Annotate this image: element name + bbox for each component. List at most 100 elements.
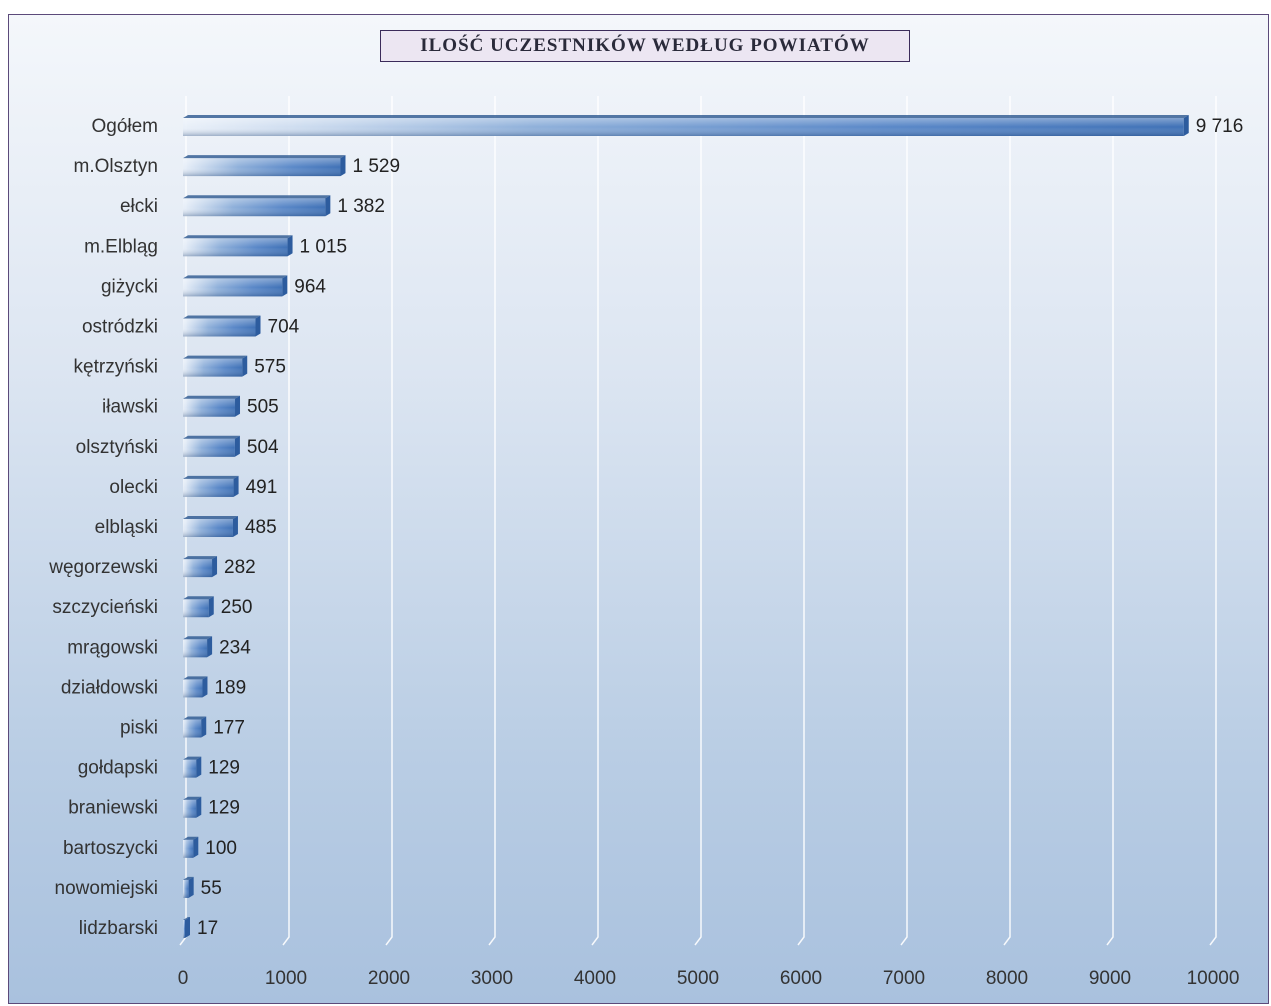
value-label: 234 xyxy=(219,637,251,658)
bar-shade xyxy=(183,118,1184,136)
bar-end-face xyxy=(233,475,239,497)
bar-end-face xyxy=(340,155,346,177)
bar-shade xyxy=(183,639,208,658)
bar-top-face xyxy=(183,596,214,600)
x-tick-label: 2000 xyxy=(368,968,410,989)
bar-end-face xyxy=(232,516,238,537)
gridline xyxy=(591,96,599,946)
category-label: iławski xyxy=(102,397,158,418)
bar-top-face xyxy=(183,516,238,519)
x-tick-label: 5000 xyxy=(677,968,719,989)
bar-end-face xyxy=(201,716,207,738)
category-label: braniewski xyxy=(68,798,158,819)
value-label: 282 xyxy=(224,557,256,578)
bar-shade xyxy=(183,719,202,738)
value-label: 485 xyxy=(245,517,277,538)
category-label: węgorzewski xyxy=(48,557,158,578)
bar-shade xyxy=(183,879,189,898)
bar-shade xyxy=(183,759,197,778)
bar-shade xyxy=(183,559,213,578)
bar-top-face xyxy=(183,917,190,920)
value-label: 100 xyxy=(205,838,237,859)
category-label: szczycieński xyxy=(52,597,158,618)
category-label: m.Elbląg xyxy=(84,236,158,257)
category-label: mrągowski xyxy=(67,637,158,658)
bar-end-face xyxy=(208,596,214,618)
category-label: Ogółem xyxy=(91,116,158,137)
category-label: ełcki xyxy=(120,196,158,217)
x-tick-label: 10000 xyxy=(1187,968,1240,989)
bar-end-face xyxy=(193,836,199,858)
bar-top-face xyxy=(183,636,213,640)
category-label: elbląski xyxy=(95,517,158,538)
bar-end-face xyxy=(1183,115,1189,136)
value-label: 250 xyxy=(221,597,253,618)
bar-end-face xyxy=(242,355,248,377)
bar-end-face xyxy=(185,917,190,938)
value-label: 504 xyxy=(247,437,279,458)
value-label: 505 xyxy=(247,397,279,418)
value-label: 55 xyxy=(201,878,222,899)
bar-top-face xyxy=(183,235,293,239)
bar-shade xyxy=(183,920,185,938)
value-label: 1 529 xyxy=(352,156,400,177)
x-tick-label: 3000 xyxy=(471,968,513,989)
value-label: 704 xyxy=(268,317,300,338)
gridline xyxy=(1003,96,1011,946)
bar-end-face xyxy=(282,275,288,297)
value-label: 189 xyxy=(214,677,246,698)
bar-top-face xyxy=(183,796,202,800)
x-tick-label: 8000 xyxy=(986,968,1028,989)
bar-end-face xyxy=(196,796,202,818)
bar-end-face xyxy=(287,235,293,257)
bar-end-face xyxy=(325,195,331,217)
bar-top-face xyxy=(183,676,208,680)
bar-top-face xyxy=(183,315,261,319)
bar-shade xyxy=(183,198,326,217)
bar-top-face xyxy=(183,836,199,840)
bar-top-face xyxy=(183,475,239,479)
grid-lines xyxy=(179,96,1217,946)
bar-top-face xyxy=(183,876,194,880)
gridline xyxy=(900,96,908,946)
category-label: lidzbarski xyxy=(79,918,158,939)
gridline xyxy=(1209,96,1217,946)
gridline xyxy=(488,96,496,946)
category-label: olecki xyxy=(109,477,158,498)
x-tick-label: 0 xyxy=(178,968,189,989)
bar-shade xyxy=(183,438,235,457)
bar-end-face xyxy=(255,315,261,337)
bar-top-face xyxy=(183,716,207,720)
gridline xyxy=(1106,96,1114,946)
bar-end-face xyxy=(207,636,213,658)
bar-shade xyxy=(183,679,203,698)
value-label: 491 xyxy=(246,477,278,498)
x-tick-label: 1000 xyxy=(265,968,307,989)
labels: 0 1000 2000 3000 4000 5000 6000 7000 8000 9000 100… xyxy=(48,116,1243,989)
bars xyxy=(183,115,1189,938)
bar-top-face xyxy=(183,355,248,359)
category-label: olsztyński xyxy=(76,437,158,458)
bar-shade xyxy=(183,599,209,618)
chart-title: ILOŚĆ UCZESTNIKÓW WEDŁUG POWIATÓW xyxy=(380,30,910,62)
value-label: 964 xyxy=(294,276,326,297)
bar-end-face xyxy=(235,395,241,417)
x-tick-label: 9000 xyxy=(1089,968,1131,989)
bar-top-face xyxy=(183,556,218,560)
bar-end-face xyxy=(212,556,218,578)
x-tick-label: 4000 xyxy=(574,968,616,989)
gridline xyxy=(797,96,805,946)
value-label: 575 xyxy=(254,357,286,378)
category-label: giżycki xyxy=(101,276,158,297)
category-label: kętrzyński xyxy=(74,357,158,378)
bar-shade xyxy=(183,358,243,377)
value-label: 9 716 xyxy=(1196,116,1244,137)
bar-top-face xyxy=(183,195,331,199)
value-label: 129 xyxy=(208,798,240,819)
category-label: ostródzki xyxy=(82,317,158,338)
bar-end-face xyxy=(196,756,202,778)
gridline xyxy=(694,96,702,946)
bar-shade xyxy=(183,238,288,257)
bar-shade xyxy=(183,158,341,177)
